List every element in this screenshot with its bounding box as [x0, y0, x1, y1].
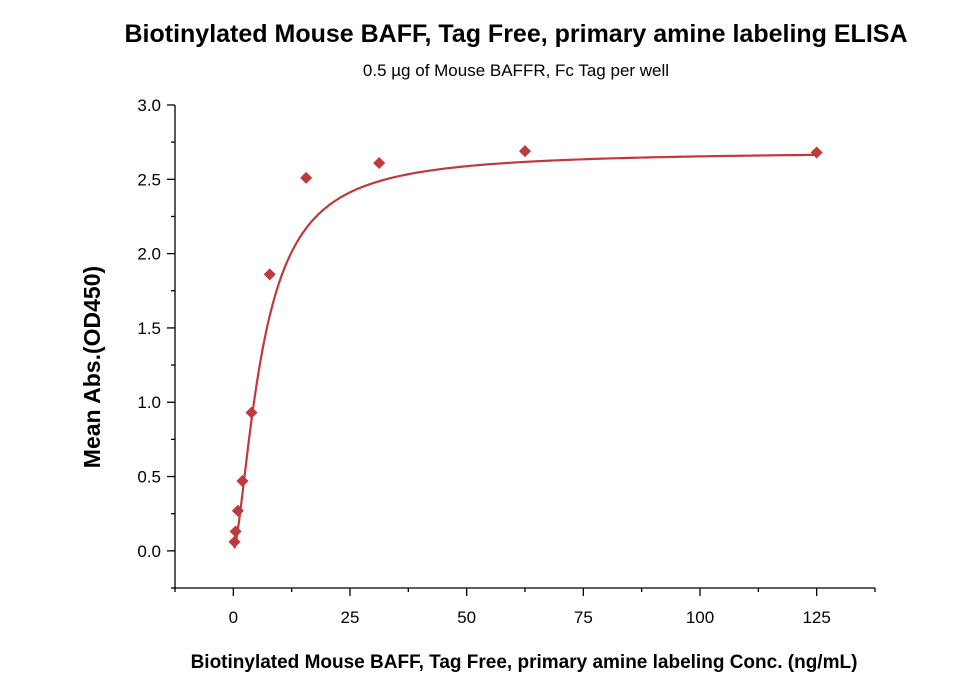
y-tick-label: 2.5 [137, 170, 161, 189]
data-point [245, 406, 258, 419]
data-point [263, 268, 276, 281]
fit-curve-group [233, 153, 817, 549]
y-tick-label: 0.5 [137, 468, 161, 487]
tick-labels: 0.0 0.5 1.0 1.5 2.0 2.5 3.0 0 25 50 75 100 125 [137, 96, 830, 627]
y-tick-label: 3.0 [137, 96, 161, 115]
x-tick-label: 0 [229, 608, 238, 627]
y-axis-label: Mean Abs.(OD450) [79, 266, 105, 468]
y-tick-label: 1.5 [137, 319, 161, 338]
x-tick-label: 50 [457, 608, 476, 627]
axes [174, 105, 875, 589]
x-tick-label: 75 [574, 608, 593, 627]
x-tick-label: 125 [802, 608, 830, 627]
data-point [300, 171, 313, 184]
data-points [228, 145, 823, 548]
x-axis-label: Biotinylated Mouse BAFF, Tag Free, prima… [191, 652, 858, 673]
y-tick-label: 1.0 [137, 393, 161, 412]
chart-title: Biotinylated Mouse BAFF, Tag Free, prima… [124, 20, 907, 48]
tick-marks [167, 104, 876, 596]
data-point [373, 156, 386, 169]
data-point [810, 146, 823, 159]
data-point [519, 145, 531, 158]
chart-subtitle: 0.5 µg of Mouse BAFFR, Fc Tag per well [363, 61, 669, 80]
data-point [228, 535, 241, 548]
fit-curve [233, 153, 817, 549]
y-tick-label: 2.0 [137, 245, 161, 264]
x-tick-label: 25 [341, 608, 360, 627]
data-point [236, 474, 249, 487]
x-tick-label: 100 [686, 608, 714, 627]
y-tick-label: 0.0 [137, 542, 161, 561]
data-point [229, 525, 242, 538]
data-point [231, 504, 244, 517]
